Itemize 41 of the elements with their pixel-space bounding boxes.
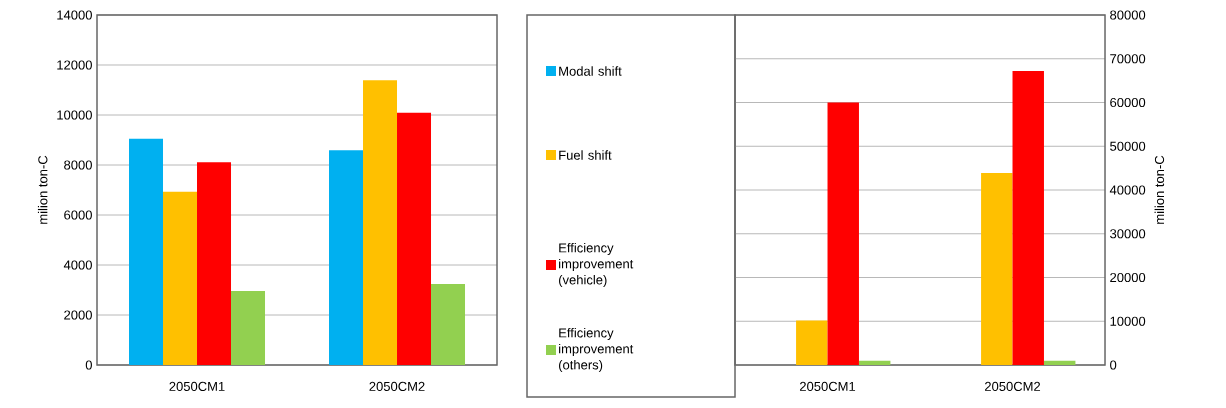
y-tick-label: 4000	[63, 260, 92, 270]
bar	[197, 162, 232, 365]
y-tick-label: 8000	[64, 160, 92, 170]
bar	[796, 320, 828, 365]
bar	[431, 284, 466, 365]
y2-tick-label: 0	[1110, 360, 1117, 370]
bar	[1012, 71, 1044, 365]
legend-label: Fuel shift	[559, 150, 612, 160]
x-tick-label: 2050CM2	[984, 381, 1041, 391]
bar	[397, 112, 432, 365]
y-tick-label: 12000	[57, 60, 92, 70]
bar	[363, 80, 398, 365]
bar	[858, 360, 891, 365]
y2-tick-label: 60000	[1110, 97, 1146, 108]
x-tick-label: 2050CM1	[799, 381, 856, 391]
y2-tick-label: 10000	[1110, 316, 1146, 326]
y-tick-label: 0	[85, 360, 92, 370]
bar	[329, 150, 364, 365]
legend-label: Efficiency improvement (others)	[559, 327, 634, 373]
legend-label: Efficiency improvement (vehicle)	[559, 242, 634, 288]
y2-tick-label: 80000	[1110, 10, 1146, 20]
bar	[981, 172, 1013, 365]
bar	[163, 191, 198, 365]
y2-tick-label: 30000	[1110, 229, 1146, 239]
y2-tick-label: 40000	[1109, 185, 1146, 195]
y2-axis-title: milion ton-C	[1154, 155, 1165, 224]
y-axis-title: milion ton-C	[37, 155, 48, 224]
y2-tick-label: 70000	[1110, 54, 1146, 64]
y2-tick-label: 50000	[1110, 141, 1146, 151]
x-tick-label: 2050CM1	[169, 381, 225, 391]
bar	[827, 102, 859, 365]
bar	[231, 291, 266, 365]
y2-tick-label: 20000	[1110, 272, 1146, 283]
y-tick-label: 14000	[57, 10, 92, 20]
bar	[129, 138, 164, 365]
y-tick-label: 10000	[57, 110, 92, 120]
y-tick-label: 6000	[64, 210, 92, 220]
legend-label: Modal shift	[559, 66, 622, 76]
x-tick-label: 2050CM2	[369, 381, 425, 391]
bar	[1043, 360, 1076, 365]
y-tick-label: 2000	[64, 310, 92, 320]
